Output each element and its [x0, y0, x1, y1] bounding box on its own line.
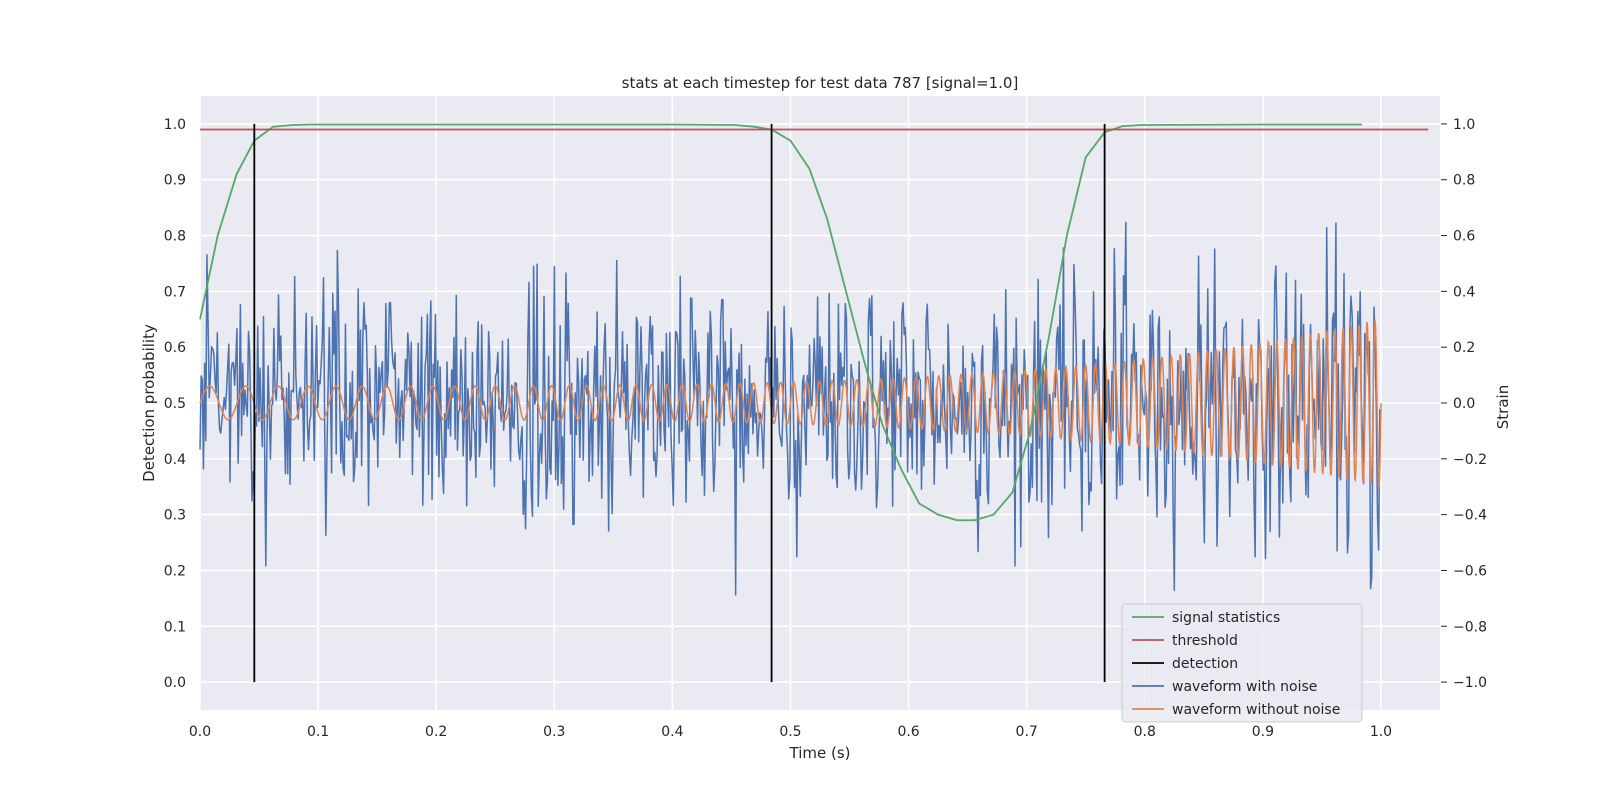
left-y-tick-label: 0.8: [164, 229, 186, 245]
x-tick-label: 0.7: [1016, 724, 1038, 740]
series-waveform-without-noise: [199, 320, 1382, 487]
x-axis-ticks: 0.0 0.1 0.2 0.3 0.4 0.5 0.6 0.7 0.8 0.9 1.0: [189, 724, 1392, 740]
series-signal-statistics: [199, 123, 1363, 522]
left-y-tick-label: 0.4: [164, 452, 186, 468]
x-tick-label: 0.4: [661, 724, 683, 740]
x-tick-label: 0.6: [897, 724, 919, 740]
right-y-tick-label: 0.0: [1453, 396, 1475, 412]
plot-area: [199, 123, 1429, 683]
right-y-tick-label: −0.2: [1453, 452, 1487, 468]
legend: signal statistics threshold detection wa…: [1121, 603, 1363, 723]
legend-label-threshold: threshold: [1172, 633, 1238, 649]
left-y-tick-label: 0.5: [164, 396, 186, 412]
left-y-tick-label: 0.2: [164, 563, 186, 579]
legend-label-waveform-with-noise: waveform with noise: [1172, 679, 1317, 695]
right-axis-ticks: −1.0 −0.8 −0.6 −0.4 −0.2 0.0 0.2 0.4 0.6 0.8 1.0: [1441, 117, 1487, 691]
right-axis-label: Strain: [1494, 385, 1512, 429]
left-y-tick-label: 0.0: [164, 675, 186, 691]
legend-label-detection: detection: [1172, 656, 1238, 672]
x-tick-label: 0.5: [779, 724, 801, 740]
grid: [199, 96, 1440, 710]
x-axis-label: Time (s): [789, 744, 851, 762]
x-tick-label: 0.9: [1252, 724, 1274, 740]
right-y-tick-label: −0.8: [1453, 619, 1487, 635]
right-y-tick-label: −0.6: [1453, 563, 1487, 579]
x-tick-label: 0.0: [189, 724, 211, 740]
x-tick-label: 0.8: [1134, 724, 1156, 740]
legend-box: [1121, 603, 1363, 723]
right-y-tick-label: −0.4: [1453, 508, 1487, 524]
x-tick-label: 0.1: [307, 724, 329, 740]
right-y-tick-label: −1.0: [1453, 675, 1487, 691]
legend-label-signal-statistics: signal statistics: [1172, 610, 1280, 626]
left-axis-ticks: 0.0 0.1 0.2 0.3 0.4 0.5 0.6 0.7 0.8 0.9 1.0: [164, 117, 186, 691]
right-y-tick-label: 0.2: [1453, 340, 1475, 356]
left-axis-label: Detection probability: [140, 324, 158, 482]
right-y-tick-label: 1.0: [1453, 117, 1475, 133]
left-y-tick-label: 0.3: [164, 508, 186, 524]
left-y-tick-label: 0.6: [164, 340, 186, 356]
x-tick-label: 1.0: [1370, 724, 1392, 740]
left-y-tick-label: 1.0: [164, 117, 186, 133]
chart-title: stats at each timestep for test data 787…: [622, 74, 1019, 92]
left-y-tick-label: 0.7: [164, 284, 186, 300]
left-y-tick-label: 0.9: [164, 173, 186, 189]
right-y-tick-label: 0.8: [1453, 173, 1475, 189]
x-tick-label: 0.3: [543, 724, 565, 740]
right-y-tick-label: 0.6: [1453, 229, 1475, 245]
left-y-tick-label: 0.1: [164, 619, 186, 635]
right-y-tick-label: 0.4: [1453, 284, 1475, 300]
x-tick-label: 0.2: [425, 724, 447, 740]
legend-label-waveform-without-noise: waveform without noise: [1172, 702, 1340, 718]
